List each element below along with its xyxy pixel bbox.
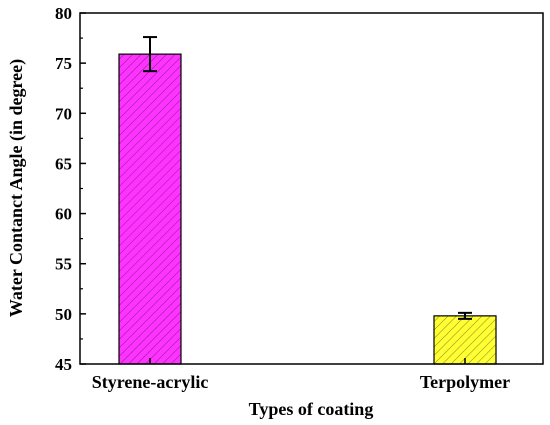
y-tick-label-7: 80 bbox=[55, 4, 72, 23]
error-bars-group bbox=[143, 36, 472, 320]
y-tick-label-3: 60 bbox=[55, 205, 72, 224]
x-axis-ticks: Styrene-acrylic Terpolymer bbox=[92, 358, 510, 392]
bar-hatch-1 bbox=[434, 315, 496, 364]
y-tick-label-4: 65 bbox=[55, 154, 72, 173]
y-axis-ticks: 45 50 55 60 65 70 75 80 bbox=[55, 4, 86, 374]
y-tick-label-1: 50 bbox=[55, 305, 72, 324]
bars-group bbox=[118, 53, 497, 365]
y-axis-title: Water Contanct Angle (in degree) bbox=[6, 59, 27, 317]
bar-hatch-0 bbox=[119, 54, 181, 365]
x-tick-label-0: Styrene-acrylic bbox=[92, 372, 209, 392]
x-axis-title: Types of coating bbox=[249, 399, 374, 419]
y-tick-label-5: 70 bbox=[55, 104, 72, 123]
y-tick-label-0: 45 bbox=[55, 355, 72, 374]
y-tick-label-2: 55 bbox=[55, 255, 72, 274]
y-tick-label-6: 75 bbox=[55, 54, 72, 73]
x-tick-label-1: Terpolymer bbox=[420, 372, 510, 392]
